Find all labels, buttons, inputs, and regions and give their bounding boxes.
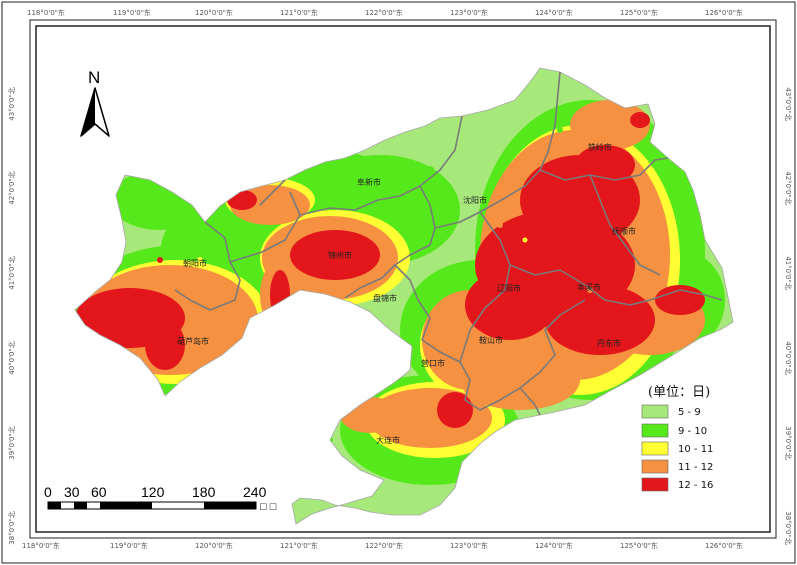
tick-label: 124°0'0"东 — [535, 541, 573, 550]
tick-label: 38°0'0"北 — [8, 511, 16, 544]
class-12-16-area — [75, 112, 705, 428]
tick-label: 121°0'0"东 — [280, 8, 318, 17]
legend-swatch — [641, 459, 669, 474]
tick-label: 125°0'0"东 — [620, 8, 658, 17]
tick-label: 40°0'0"北 — [784, 341, 792, 374]
city-label-dalian: 大连市 — [376, 435, 400, 445]
tick-label: 119°0'0"东 — [113, 8, 151, 17]
tick-label: 43°0'0"北 — [8, 87, 16, 120]
scale-label: 0 — [44, 484, 52, 500]
top-tick-labels: 118°0'0"东 119°0'0"东 120°0'0"东 121°0'0"东 … — [27, 8, 743, 17]
scale-label: 30 — [64, 484, 80, 500]
legend-label: 12 - 16 — [678, 480, 713, 491]
legend-swatch — [641, 404, 669, 419]
tick-label: 118°0'0"东 — [22, 541, 60, 550]
tick-label: 41°0'0"北 — [8, 256, 16, 289]
city-label-huludao: 葫芦岛市 — [177, 336, 209, 346]
city-label-anshan: 鞍山市 — [479, 335, 503, 345]
scale-label: 120 — [141, 484, 165, 500]
city-label-yingkou: 营口市 — [421, 358, 445, 368]
city-boundaries — [174, 71, 723, 416]
tick-label: 39°0'0"北 — [8, 426, 16, 459]
city-label-tieling: 铁岭市 — [588, 142, 612, 152]
tick-label: 119°0'0"东 — [110, 541, 148, 550]
city-label-liaoyang: 辽阳市 — [497, 283, 521, 293]
tick-label: 126°0'0"东 — [705, 541, 743, 550]
tick-label: 39°0'0"北 — [784, 426, 792, 459]
tick-label: 43°0'0"北 — [784, 87, 792, 120]
legend-label: 10 - 11 — [678, 444, 713, 455]
tick-label: 118°0'0"东 — [27, 8, 65, 17]
tick-label: 41°0'0"北 — [784, 256, 792, 289]
north-arrow: N — [80, 68, 110, 137]
city-label-panjin: 盘锦市 — [373, 293, 397, 303]
legend-swatch — [641, 441, 669, 456]
scale-label: 240 — [243, 484, 267, 500]
legend-label: 11 - 12 — [678, 462, 713, 473]
legend-label: 5 - 9 — [678, 407, 701, 418]
tick-label: 125°0'0"东 — [620, 541, 658, 550]
tick-label: 42°0'0"北 — [8, 171, 16, 204]
north-arrow-label: N — [88, 68, 100, 87]
right-tick-labels: 43°0'0"北 42°0'0"北 41°0'0"北 40°0'0"北 39°0… — [784, 87, 792, 544]
city-label-benxi: 本溪市 — [577, 282, 601, 292]
tick-label: 120°0'0"东 — [195, 541, 233, 550]
scale-label: 180 — [192, 484, 216, 500]
scale-bar: 0 30 60 120 180 240 □ □ — [44, 484, 277, 513]
city-label-chaoyang: 朝阳市 — [183, 258, 207, 268]
tick-label: 121°0'0"东 — [280, 541, 318, 550]
tick-label: 123°0'0"东 — [450, 8, 488, 17]
tick-label: 122°0'0"东 — [365, 8, 403, 17]
bottom-tick-labels: 118°0'0"东 119°0'0"东 120°0'0"东 121°0'0"东 … — [22, 541, 743, 550]
legend: (单位：日) 5 - 9 9 - 10 10 - 11 11 - 12 12 -… — [641, 385, 713, 492]
tick-label: 42°0'0"北 — [784, 171, 792, 204]
city-label-fuxin: 阜新市 — [357, 177, 381, 187]
tick-label: 123°0'0"东 — [450, 541, 488, 550]
legend-label: 9 - 10 — [678, 426, 707, 437]
city-label-fushun: 抚顺市 — [612, 226, 636, 236]
tick-label: 120°0'0"东 — [195, 8, 233, 17]
city-label-dandong: 丹东市 — [597, 338, 621, 348]
city-label-jinzhou: 锦州市 — [328, 250, 352, 260]
city-label-shenyang: 沈阳市 — [463, 195, 487, 205]
tick-label: 124°0'0"东 — [535, 8, 573, 17]
tick-label: 40°0'0"北 — [8, 341, 16, 374]
scale-unit: □ □ — [260, 501, 277, 513]
legend-swatch — [641, 423, 669, 438]
scale-label: 60 — [91, 484, 107, 500]
legend-swatch — [641, 477, 669, 492]
legend-title: (单位：日) — [648, 385, 710, 400]
tick-label: 38°0'0"北 — [784, 511, 792, 544]
tick-label: 122°0'0"东 — [365, 541, 403, 550]
left-tick-labels: 43°0'0"北 42°0'0"北 41°0'0"北 40°0'0"北 39°0… — [8, 87, 16, 544]
city-labels: 阜新市 铁岭市 沈阳市 抚顺市 朝阳市 锦州市 盘锦市 辽阳市 本溪市 葫芦岛市… — [177, 142, 636, 445]
tick-label: 126°0'0"东 — [705, 8, 743, 17]
